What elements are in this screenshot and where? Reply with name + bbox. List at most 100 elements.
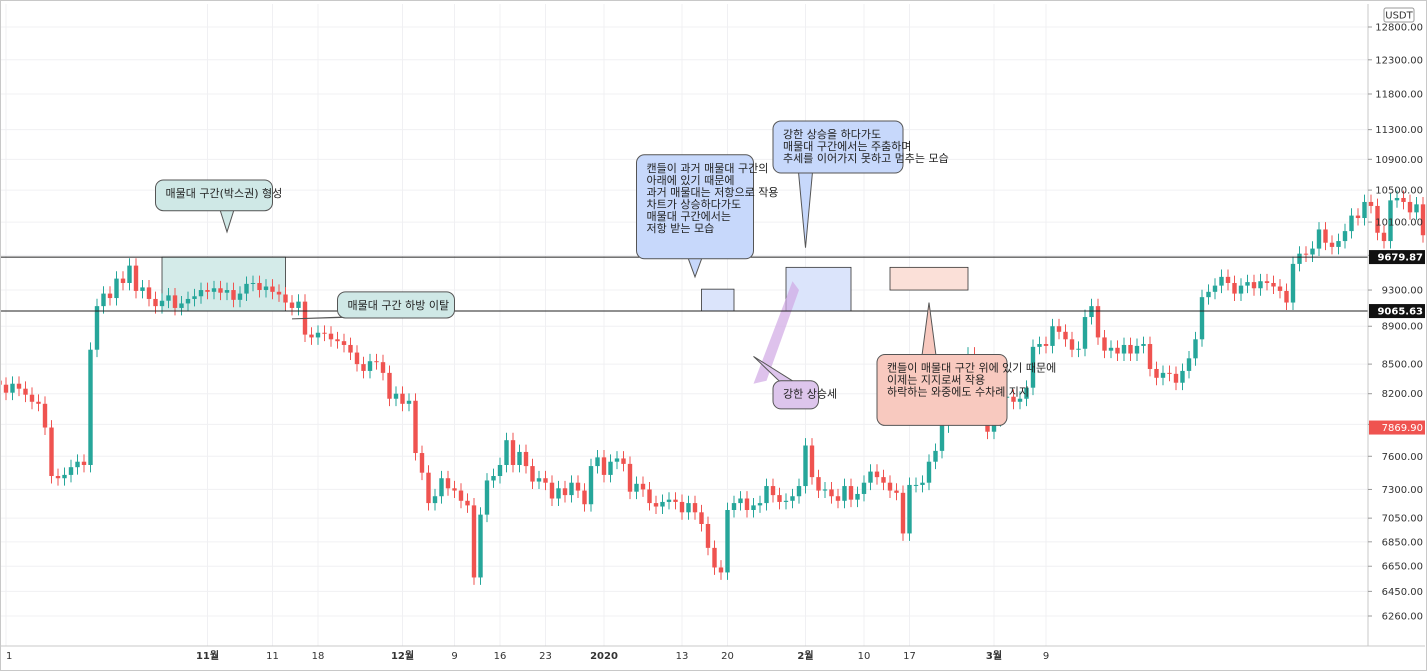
candle[interactable] <box>263 279 269 298</box>
candle[interactable] <box>1095 298 1101 345</box>
candle[interactable] <box>419 445 425 481</box>
candle[interactable] <box>23 381 28 403</box>
candle[interactable] <box>62 467 67 486</box>
candle[interactable] <box>153 291 158 314</box>
candle[interactable] <box>1355 208 1361 226</box>
candle[interactable] <box>380 354 386 381</box>
candle[interactable] <box>1037 336 1042 355</box>
candle[interactable] <box>276 284 282 302</box>
candle[interactable] <box>933 443 938 470</box>
candle[interactable] <box>575 475 581 499</box>
candle[interactable] <box>354 345 360 372</box>
candle[interactable] <box>1414 196 1419 220</box>
candle[interactable] <box>1147 336 1153 377</box>
candle[interactable] <box>1134 338 1140 361</box>
candle[interactable] <box>660 494 665 514</box>
candle[interactable] <box>842 478 847 509</box>
candle[interactable] <box>211 280 217 300</box>
candle[interactable] <box>803 438 808 494</box>
candle[interactable] <box>36 394 41 412</box>
candle[interactable] <box>601 449 607 483</box>
candle[interactable] <box>1219 269 1224 294</box>
candle[interactable] <box>1375 198 1380 241</box>
candle[interactable] <box>848 478 854 508</box>
candle[interactable] <box>1368 194 1374 214</box>
candle[interactable] <box>1401 190 1406 210</box>
candle[interactable] <box>569 475 574 503</box>
candle[interactable] <box>107 286 113 306</box>
candle[interactable] <box>270 279 275 300</box>
candle[interactable] <box>1284 283 1289 310</box>
candle[interactable] <box>497 457 503 484</box>
candle[interactable] <box>757 495 763 513</box>
candle[interactable] <box>1199 289 1205 347</box>
callout-box-breakdown[interactable]: 매물대 구간 하방 이탈 <box>291 291 455 320</box>
candle[interactable] <box>88 342 93 473</box>
candle[interactable] <box>926 454 932 491</box>
candle[interactable] <box>1264 273 1270 291</box>
candle[interactable] <box>224 282 230 301</box>
candle[interactable] <box>1082 309 1088 357</box>
candle[interactable] <box>1336 233 1341 255</box>
candle[interactable] <box>296 294 301 316</box>
candle[interactable] <box>634 476 639 500</box>
candle[interactable] <box>900 485 906 541</box>
candle[interactable] <box>322 325 327 342</box>
candle[interactable] <box>283 287 288 310</box>
candle[interactable] <box>1394 190 1400 208</box>
candle[interactable] <box>887 475 893 499</box>
callout-stall[interactable]: 강한 상승을 하다가도 매물대 구간에서는 주춤하며 추세를 이어가지 못하고 멈추… <box>772 120 949 248</box>
candle[interactable] <box>465 493 470 513</box>
candle[interactable] <box>738 491 743 511</box>
candle[interactable] <box>205 282 210 300</box>
candle[interactable] <box>920 475 925 493</box>
candle[interactable] <box>387 365 392 407</box>
candle[interactable] <box>179 296 184 316</box>
candle[interactable] <box>1251 274 1257 296</box>
candle[interactable] <box>1310 241 1315 262</box>
candle[interactable] <box>198 282 204 304</box>
currency-badge[interactable]: USDT <box>1383 7 1415 23</box>
candle[interactable] <box>861 475 867 502</box>
candle[interactable] <box>621 451 626 472</box>
candle[interactable] <box>1238 278 1244 302</box>
candle[interactable] <box>822 482 828 499</box>
candle[interactable] <box>816 469 821 499</box>
candle[interactable] <box>42 396 48 435</box>
candle[interactable] <box>504 432 509 473</box>
candle[interactable] <box>1186 350 1192 379</box>
candle[interactable] <box>289 295 295 316</box>
candle[interactable] <box>783 493 789 510</box>
candle[interactable] <box>244 276 249 302</box>
candle[interactable] <box>764 478 769 511</box>
candle[interactable] <box>478 507 483 585</box>
candle[interactable] <box>868 464 873 491</box>
candle[interactable] <box>679 494 685 520</box>
candle[interactable] <box>627 456 633 500</box>
candle[interactable] <box>543 470 548 491</box>
candle[interactable] <box>549 475 555 506</box>
candle[interactable] <box>1225 269 1231 291</box>
candle[interactable] <box>231 282 236 308</box>
candle[interactable] <box>491 468 496 488</box>
candle[interactable] <box>328 326 334 347</box>
candle[interactable] <box>1206 284 1211 305</box>
candle[interactable] <box>913 477 919 493</box>
candle[interactable] <box>315 325 321 345</box>
candle[interactable] <box>1154 361 1159 386</box>
candle[interactable] <box>10 376 15 401</box>
candle[interactable] <box>166 287 171 309</box>
candle[interactable] <box>1076 341 1081 358</box>
candle[interactable] <box>1024 380 1029 407</box>
candle[interactable] <box>400 386 405 412</box>
candle[interactable] <box>1121 337 1127 361</box>
candle[interactable] <box>588 458 594 512</box>
candle[interactable] <box>1180 363 1185 391</box>
candle[interactable] <box>348 337 353 361</box>
candle[interactable] <box>127 258 132 291</box>
candle[interactable] <box>471 498 477 585</box>
candle[interactable] <box>452 480 457 499</box>
candle[interactable] <box>1323 222 1328 251</box>
candle[interactable] <box>1349 208 1354 239</box>
candle[interactable] <box>673 492 678 510</box>
